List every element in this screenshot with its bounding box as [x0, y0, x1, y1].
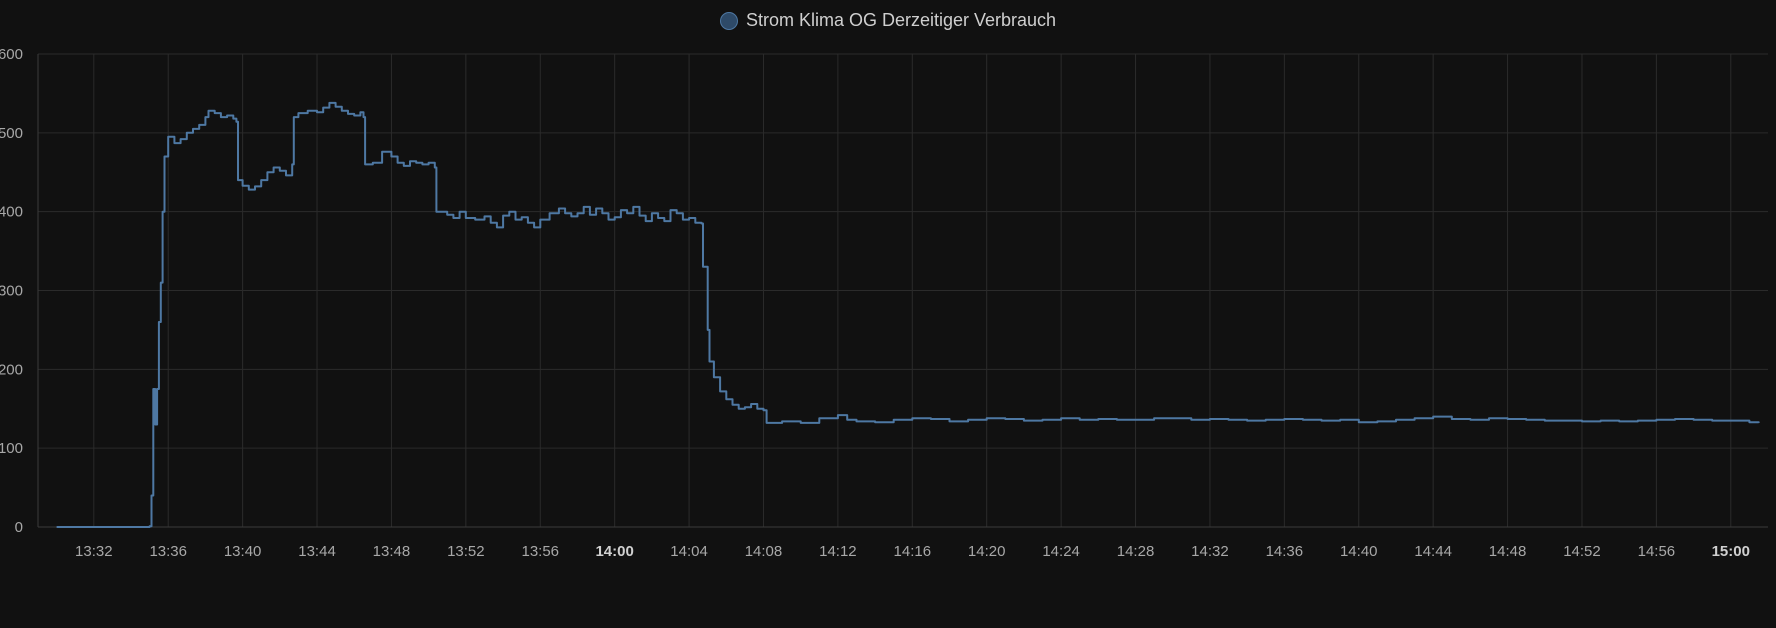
x-tick-label: 14:32: [1191, 543, 1229, 560]
legend-item[interactable]: Strom Klima OG Derzeitiger Verbrauch: [719, 10, 1057, 31]
x-tick-label: 13:48: [373, 543, 411, 560]
legend: Strom Klima OG Derzeitiger Verbrauch: [0, 10, 1776, 35]
y-tick-label: 100: [0, 440, 23, 457]
y-tick-label: 400: [0, 204, 23, 221]
x-tick-label: 13:56: [521, 543, 559, 560]
x-tick-label: 13:36: [149, 543, 187, 560]
x-tick-label: 14:12: [819, 543, 857, 560]
y-tick-label: 600: [0, 46, 23, 63]
x-tick-label: 13:32: [75, 543, 113, 560]
series-group: [56, 101, 1760, 528]
x-tick-label: 14:20: [968, 543, 1006, 560]
y-tick-label: 500: [0, 125, 23, 142]
x-tick-label: 14:28: [1117, 543, 1155, 560]
legend-swatch-icon: [719, 11, 738, 30]
x-tick-label: 14:00: [595, 543, 633, 560]
x-tick-label: 14:48: [1489, 543, 1527, 560]
x-tick-label: 15:00: [1712, 543, 1750, 560]
x-tick-label: 14:56: [1638, 543, 1676, 560]
x-tick-label: 13:40: [224, 543, 262, 560]
x-tick-label: 14:36: [1266, 543, 1304, 560]
y-tick-label: 300: [0, 283, 23, 300]
x-tick-label: 14:40: [1340, 543, 1378, 560]
x-tick-label: 13:44: [298, 543, 336, 560]
x-axis: 13:32 13:36 13:40 13:44 13:48 13:52 13:56 14:00…: [75, 543, 1750, 560]
x-tick-label: 14:16: [894, 543, 932, 560]
x-tick-label: 14:08: [745, 543, 783, 560]
series-line: [56, 101, 1760, 528]
x-tick-label: 13:52: [447, 543, 485, 560]
legend-label: Strom Klima OG Derzeitiger Verbrauch: [745, 10, 1057, 30]
x-tick-label: 14:04: [670, 543, 708, 560]
y-tick-label: 200: [0, 361, 23, 378]
x-tick-label: 14:24: [1042, 543, 1080, 560]
y-axis: 0 100 200 300 400 500 600: [0, 46, 23, 536]
x-tick-label: 14:52: [1563, 543, 1601, 560]
grid: [37, 53, 1768, 528]
x-tick-label: 14:44: [1414, 543, 1452, 560]
y-tick-label: 0: [15, 519, 23, 536]
